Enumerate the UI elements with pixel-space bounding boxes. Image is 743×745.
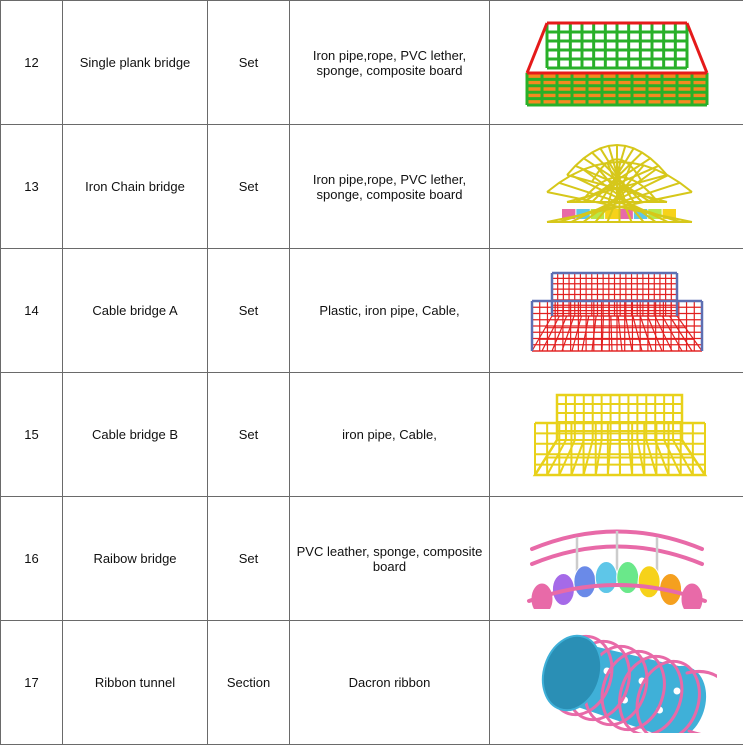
- number-cell: 17: [1, 621, 63, 745]
- table-row: 14Cable bridge ASetPlastic, iron pipe, C…: [1, 249, 743, 373]
- materials-cell: iron pipe, Cable,: [290, 373, 490, 497]
- name-cell: Ribbon tunnel: [63, 621, 208, 745]
- number-cell: 14: [1, 249, 63, 373]
- materials-cell: Plastic, iron pipe, Cable,: [290, 249, 490, 373]
- product-illustration: [490, 621, 743, 745]
- product-illustration: [490, 497, 743, 621]
- product-table: 12Single plank bridgeSetIron pipe,rope, …: [0, 0, 743, 745]
- materials-cell: Iron pipe,rope, PVC lether, sponge, comp…: [290, 125, 490, 249]
- name-cell: Raibow bridge: [63, 497, 208, 621]
- number-cell: 15: [1, 373, 63, 497]
- table-row: 13Iron Chain bridgeSetIron pipe,rope, PV…: [1, 125, 743, 249]
- materials-cell: Iron pipe,rope, PVC lether, sponge, comp…: [290, 1, 490, 125]
- unit-cell: Set: [208, 125, 290, 249]
- unit-cell: Set: [208, 373, 290, 497]
- unit-cell: Set: [208, 497, 290, 621]
- materials-cell: PVC leather, sponge, composite board: [290, 497, 490, 621]
- number-cell: 13: [1, 125, 63, 249]
- name-cell: Cable bridge A: [63, 249, 208, 373]
- table-row: 17Ribbon tunnelSectionDacron ribbon: [1, 621, 743, 745]
- name-cell: Cable bridge B: [63, 373, 208, 497]
- product-illustration: [490, 249, 743, 373]
- unit-cell: Section: [208, 621, 290, 745]
- table-row: 16Raibow bridgeSetPVC leather, sponge, c…: [1, 497, 743, 621]
- number-cell: 12: [1, 1, 63, 125]
- name-cell: Iron Chain bridge: [63, 125, 208, 249]
- number-cell: 16: [1, 497, 63, 621]
- table-row: 15Cable bridge BSetiron pipe, Cable,: [1, 373, 743, 497]
- table-row: 12Single plank bridgeSetIron pipe,rope, …: [1, 1, 743, 125]
- name-cell: Single plank bridge: [63, 1, 208, 125]
- unit-cell: Set: [208, 1, 290, 125]
- product-table-body: 12Single plank bridgeSetIron pipe,rope, …: [1, 1, 743, 745]
- product-illustration: [490, 373, 743, 497]
- product-table-container: 12Single plank bridgeSetIron pipe,rope, …: [0, 0, 743, 745]
- unit-cell: Set: [208, 249, 290, 373]
- materials-cell: Dacron ribbon: [290, 621, 490, 745]
- product-illustration: [490, 1, 743, 125]
- product-illustration: [490, 125, 743, 249]
